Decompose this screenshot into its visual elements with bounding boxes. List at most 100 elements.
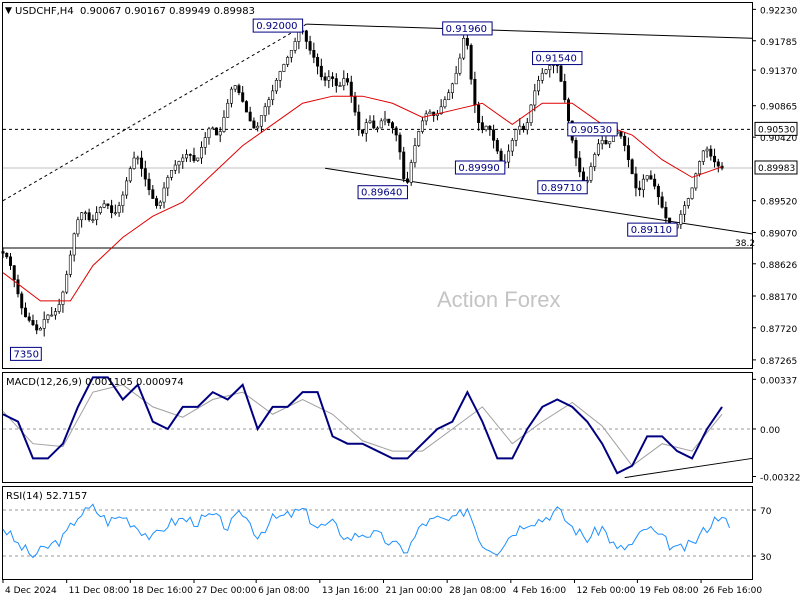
macd-panel-frame <box>2 372 753 483</box>
candle-body <box>417 131 421 146</box>
candle-body <box>443 99 447 108</box>
candle-body <box>76 219 80 235</box>
candle-body <box>645 175 649 180</box>
candle-body <box>274 80 278 92</box>
candle-body <box>289 50 293 58</box>
price-annotation-label: 0.89110 <box>631 225 672 236</box>
candle-body <box>293 41 297 51</box>
candle-body <box>308 41 312 51</box>
candle-body <box>566 99 570 122</box>
candle-body <box>548 65 552 71</box>
candle-body <box>596 143 600 155</box>
candle-body <box>177 161 181 166</box>
price-annotation-box <box>357 185 408 200</box>
candle-body <box>68 254 72 275</box>
candle-body <box>271 90 275 101</box>
candle-body <box>12 265 16 281</box>
candle-body <box>701 150 705 162</box>
candle-body <box>413 145 417 163</box>
candle-body <box>495 140 499 152</box>
price-annotation-box <box>9 346 42 361</box>
candle-body <box>20 293 24 309</box>
dropdown-arrow-icon[interactable]: ▼ <box>5 6 12 16</box>
candle-body <box>698 161 702 175</box>
candle-body <box>525 122 529 131</box>
candle-body <box>638 187 642 191</box>
candle-body <box>387 118 391 123</box>
candle-body <box>128 168 132 182</box>
price-annotation-label: 0.89710 <box>541 183 582 194</box>
candle-body <box>113 212 117 214</box>
time-axis: 4 Dec 2024 11 Dec 08:00 18 Dec 16:00 27 Dec… <box>2 579 762 596</box>
candle-body <box>630 159 634 175</box>
candle-body <box>649 175 653 180</box>
time-tick-label: 6 Jan 08:00 <box>258 586 310 596</box>
level-price-tag <box>754 121 798 136</box>
candle-body <box>199 147 203 159</box>
price-tick-label: 0.91370 <box>760 67 797 77</box>
price-tick-label: 0.89520 <box>760 198 797 208</box>
candle-body <box>428 111 432 115</box>
candle-body <box>72 233 76 256</box>
candle-body <box>641 178 645 191</box>
candle-body <box>522 125 526 131</box>
candle-body <box>683 205 687 215</box>
candle-body <box>173 164 177 171</box>
candle-body <box>95 212 99 221</box>
candle-body <box>158 201 162 206</box>
candle-body <box>713 155 717 163</box>
price-annotation-box <box>442 21 493 36</box>
macd-tick-label: 0.00337 <box>760 376 797 386</box>
candle-body <box>492 129 496 141</box>
macd-trendline <box>624 457 753 479</box>
candle-body <box>372 120 376 129</box>
price-annotation-box <box>627 222 678 237</box>
candle-body <box>312 50 316 58</box>
current-price-tag <box>754 160 798 175</box>
candle-body <box>38 327 42 331</box>
symbol-label: USDCHF,H4 <box>15 6 74 17</box>
price-tick-label: 0.90865 <box>760 103 797 113</box>
time-tick-label: 18 Dec 16:00 <box>132 586 193 596</box>
candle-body <box>151 189 155 199</box>
candle-body <box>98 207 102 213</box>
time-tick-label: 4 Feb 16:00 <box>513 586 567 596</box>
candle-body <box>462 37 466 59</box>
candle-body <box>409 162 413 183</box>
price-tick-label: 0.87720 <box>760 325 797 335</box>
candle-body <box>218 131 222 136</box>
candle-body <box>604 140 608 145</box>
candle-body <box>61 291 65 305</box>
price-tick-label: 0.87265 <box>760 357 797 367</box>
candle-body <box>447 92 451 101</box>
candle-body <box>405 178 409 183</box>
time-tick-label: 12 Feb 00:00 <box>576 586 635 596</box>
candle-body <box>181 157 185 162</box>
candle-body <box>484 125 488 131</box>
candle-body <box>342 78 346 86</box>
time-tick-label: 27 Dec 00:00 <box>196 586 257 596</box>
candle-body <box>473 78 477 106</box>
level-price-tag-label: 0.90530 <box>758 125 795 135</box>
rsi-panel-frame <box>2 486 753 580</box>
time-tick-label: 13 Jan 16:00 <box>322 586 379 596</box>
candle-body <box>143 168 147 180</box>
candle-body <box>533 90 537 106</box>
time-tick-label: 28 Jan 08:00 <box>449 586 506 596</box>
candle-body <box>394 127 398 136</box>
candle-body <box>50 314 54 317</box>
candle-body <box>106 203 110 206</box>
candle-body <box>375 127 379 130</box>
candle-body <box>170 170 174 178</box>
rsi-group: 70 30 <box>2 503 772 563</box>
trendline <box>306 23 753 39</box>
candle-body <box>600 140 604 145</box>
candle-body <box>57 304 61 312</box>
macd-title: MACD(12,26,9) 0.001105 0.000974 <box>6 377 184 388</box>
candle-body <box>402 151 406 180</box>
price-axis: 0.92230 0.91785 0.91370 0.90865 0.90420 0.895… <box>752 6 798 367</box>
candle-body <box>563 81 567 101</box>
candle-body <box>16 279 20 295</box>
candle-body <box>608 141 612 145</box>
